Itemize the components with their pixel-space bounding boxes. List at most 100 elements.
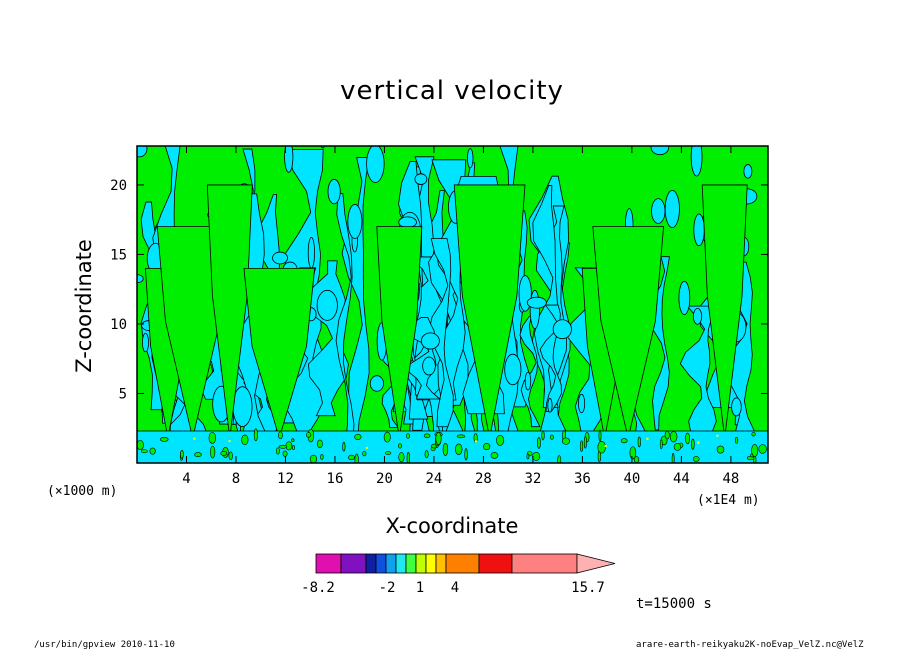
boundary-cell: [490, 452, 499, 459]
colorbar-segment: [315, 553, 342, 574]
downdraft-cell: [664, 189, 680, 229]
x-unit-right: (×1E4 m): [697, 493, 760, 508]
boundary-cell: [664, 430, 670, 440]
downdraft-cell: [272, 251, 288, 265]
boundary-cell: [354, 433, 362, 441]
downdraft-cell: [678, 280, 691, 316]
y-tick-label: 20: [110, 178, 127, 194]
boundary-cell: [385, 451, 392, 455]
downdraft-cell: [650, 146, 670, 156]
y-tick-label: 15: [110, 247, 127, 263]
downdraft-cell: [651, 198, 666, 224]
colorbar-segment: [478, 553, 513, 574]
boundary-cell: [342, 441, 346, 452]
boundary-cell: [633, 456, 640, 463]
boundary-cell: [671, 452, 675, 463]
strong-updraft-spot: [474, 440, 478, 443]
downdraft-cell: [137, 146, 148, 158]
updraft-plume: [701, 184, 748, 439]
plot-area: [136, 145, 769, 464]
x-tick-label: 44: [673, 471, 690, 487]
downdraft-cell: [577, 393, 586, 414]
colorbar-segment: [511, 553, 578, 574]
colorbar-segment: [405, 553, 417, 574]
boundary-cell: [309, 454, 318, 463]
boundary-cell: [583, 436, 587, 449]
boundary-cell: [291, 445, 295, 450]
downdraft-cell: [743, 164, 753, 179]
colorbar-label: -2: [379, 580, 396, 596]
colorbar-segment: [435, 553, 447, 574]
x-tick-label: 24: [426, 471, 443, 487]
x-axis: 4 8 12 16 20 24 28 32 36 40 44 48: [182, 146, 739, 487]
footer-right: arare-earth-reikyaku2K-noEvap_VelZ.nc@Ve…: [636, 640, 864, 650]
boundary-cell: [692, 456, 700, 462]
strong-updraft-spot: [697, 441, 700, 444]
downdraft-cell: [504, 353, 522, 386]
boundary-cell: [561, 437, 570, 445]
downdraft-cell: [547, 398, 553, 413]
downdraft-cell: [366, 146, 385, 183]
colorbar-segment: [395, 553, 407, 574]
boundary-cell: [685, 432, 690, 445]
downdraft-region: [335, 193, 355, 447]
downdraft-cell: [284, 146, 294, 173]
y-axis: 5 10 15 20: [110, 178, 768, 402]
boundary-cell: [758, 444, 767, 454]
boundary-cell: [620, 438, 628, 444]
downdraft-cell: [467, 148, 474, 169]
x-tick-label: 48: [722, 471, 739, 487]
colorbar-segment: [385, 553, 397, 574]
colorbar-segment: [415, 553, 427, 574]
boundary-cell: [228, 451, 233, 461]
updraft-plume: [156, 226, 229, 439]
time-label: t=15000 s: [636, 596, 712, 612]
boundary-cell: [320, 454, 324, 460]
boundary-cell: [210, 445, 216, 459]
colorbar-segment: [425, 553, 437, 574]
boundary-cell: [362, 450, 367, 457]
downdraft-cell: [552, 319, 572, 340]
boundary-cell: [526, 453, 530, 460]
boundary-cell: [598, 429, 602, 442]
boundary-cell: [180, 450, 184, 459]
downdraft-cell: [414, 173, 428, 185]
footer-left: /usr/bin/gpview 2010-11-10: [34, 640, 175, 650]
y-tick-label: 10: [110, 317, 127, 333]
boundary-cell: [597, 441, 606, 454]
x-tick-label: 4: [182, 471, 190, 487]
boundary-cell: [291, 438, 295, 443]
downdraft-cell: [232, 386, 253, 427]
downdraft-cell: [327, 178, 341, 205]
boundary-cell: [137, 439, 144, 450]
boundary-cell: [751, 432, 756, 437]
downdraft-cell: [141, 332, 149, 353]
downdraft-cell: [420, 332, 440, 350]
boundary-cell: [348, 454, 355, 461]
boundary-cell: [637, 436, 641, 448]
downdraft-cell: [731, 397, 742, 417]
boundary-cell: [383, 431, 391, 443]
strong-updraft-spot: [604, 444, 607, 448]
boundary-cell: [532, 451, 541, 461]
x-tick-label: 8: [232, 471, 240, 487]
boundary-cell: [316, 439, 323, 449]
boundary-cell: [669, 431, 678, 443]
boundary-cell: [464, 448, 468, 461]
colorbar-label: 15.7: [571, 580, 605, 596]
boundary-cell: [537, 437, 541, 449]
boundary-cell: [496, 434, 505, 446]
colorbar-segment: [375, 553, 387, 574]
x-tick-label: 32: [524, 471, 541, 487]
updraft-plume: [376, 226, 423, 439]
colorbar-label: -8.2: [301, 580, 335, 596]
velocity-field: [137, 146, 768, 463]
boundary-cell: [424, 450, 429, 459]
downdraft-cell: [307, 236, 315, 269]
strong-updraft-spot: [716, 434, 719, 437]
boundary-cell: [282, 450, 288, 457]
boundary-cell: [483, 443, 491, 451]
downdraft-cell: [369, 375, 384, 392]
y-axis-label: Z-coordinate: [72, 239, 96, 373]
